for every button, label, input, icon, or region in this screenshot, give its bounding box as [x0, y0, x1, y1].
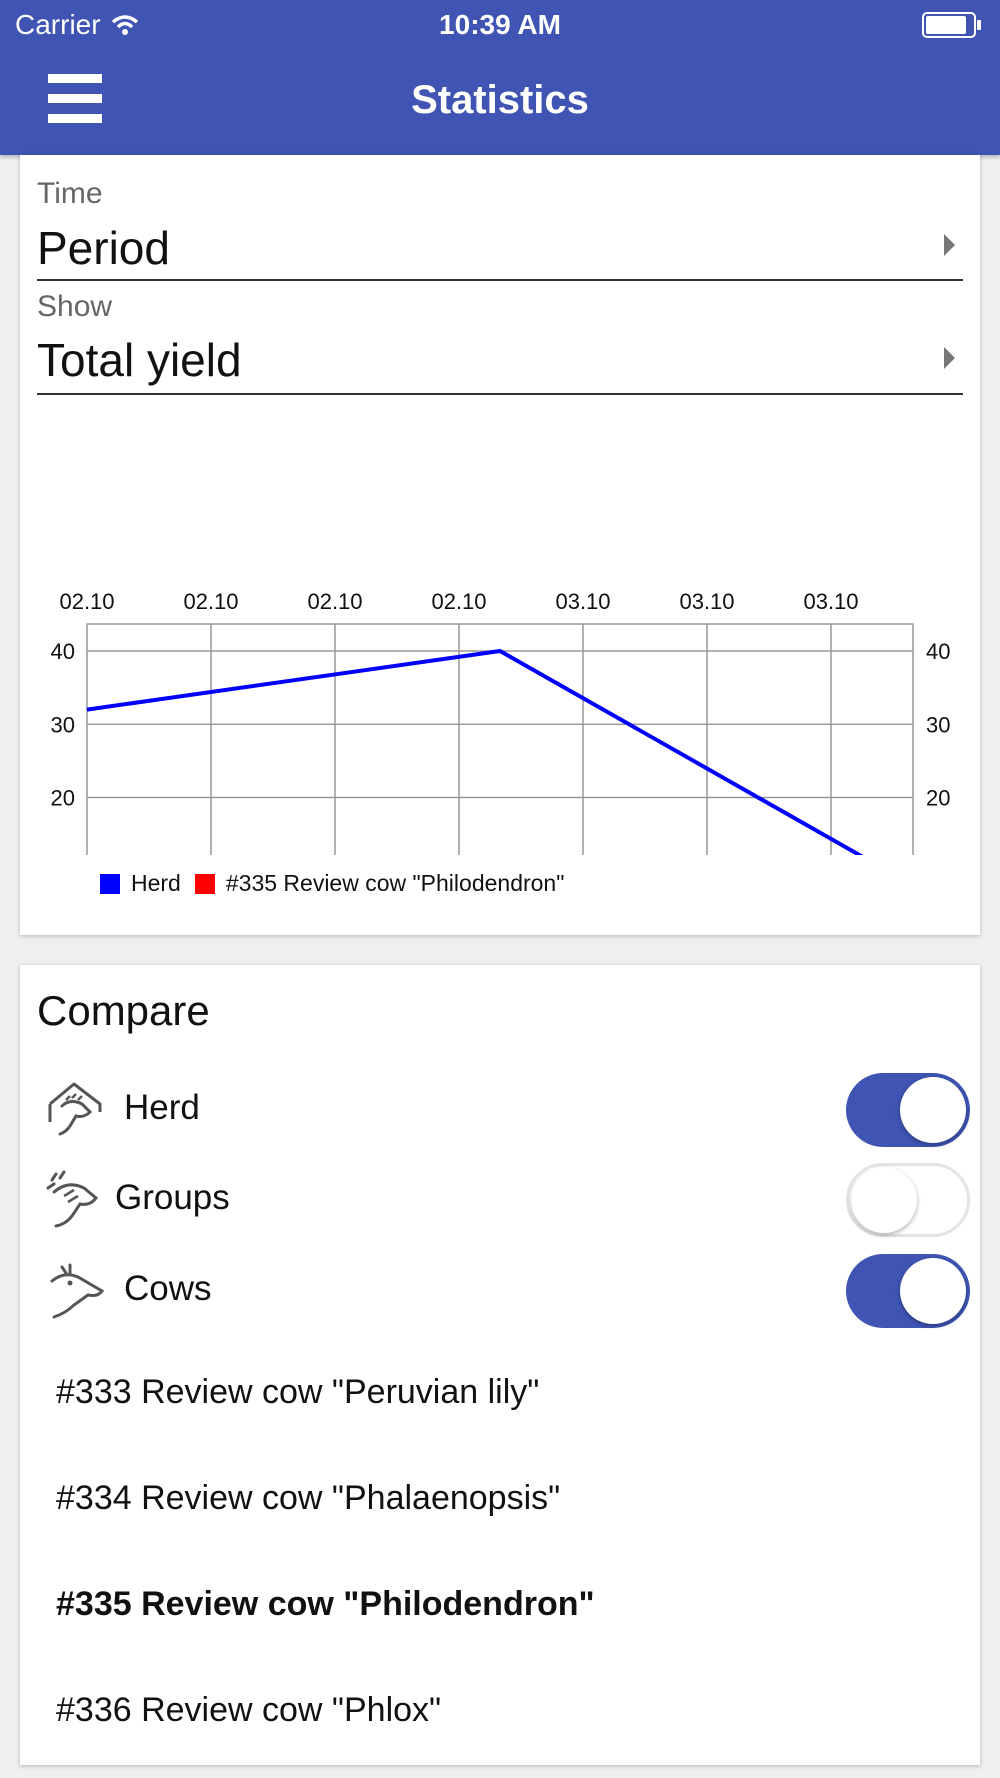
compare-row-label: Herd: [124, 1088, 200, 1127]
cows-toggle[interactable]: [846, 1254, 970, 1328]
plot-frame: [86, 623, 914, 855]
x-tick-label-top: 02.10: [431, 589, 486, 614]
groups-icon: [46, 1170, 99, 1228]
compare-row-label: Groups: [115, 1178, 230, 1217]
y-tick-label-right: 20: [926, 786, 950, 811]
statistics-card: Time Period Show Total yield 02.10 02.10 0…: [20, 155, 980, 935]
compare-title: Compare: [37, 987, 210, 1034]
yield-line-chart: 02.1002.1002.1002.1002.1002.1002.1002.10…: [51, 589, 950, 855]
legend-swatch: [194, 873, 215, 894]
legend-swatch: [100, 873, 120, 894]
x-tick-label-top: 02.10: [59, 589, 114, 614]
carrier-info: Carrier: [15, 9, 139, 41]
legend-item: #335 Review cow "Philodendron": [194, 870, 565, 897]
cow-list-item[interactable]: #334 Review cow "Phalaenopsis": [56, 1479, 561, 1517]
x-tick-label-top: 03.10: [679, 589, 734, 614]
show-picker-value: Total yield: [37, 334, 242, 386]
battery-icon: [922, 12, 981, 38]
show-picker[interactable]: Show Total yield: [37, 280, 963, 395]
legend-item: Herd: [100, 870, 181, 897]
compare-row-label: Cows: [124, 1269, 212, 1308]
status-time: 10:39 AM: [439, 9, 561, 40]
compare-row-cows: Cows: [20, 1251, 980, 1331]
cow-list-item-selected[interactable]: #335 Review cow "Philodendron": [56, 1585, 595, 1623]
chart-legend: Herd #335 Review cow "Philodendron": [100, 870, 578, 897]
series-line-0: [86, 648, 864, 855]
y-tick-label-right: 40: [926, 639, 950, 664]
x-tick-label-top: 02.10: [183, 589, 238, 614]
legend-label: Herd: [131, 870, 181, 896]
app-bar: Carrier 10:39 AM Statistics: [0, 0, 1000, 155]
x-tick-label-top: 02.10: [307, 589, 362, 614]
y-tick-label-right: 30: [926, 712, 950, 737]
page-title: Statistics: [411, 78, 589, 122]
compare-card: Compare Herd Groups Cows #333 Review cow…: [20, 965, 980, 1765]
groups-toggle[interactable]: [846, 1163, 970, 1237]
legend-label: #335 Review cow "Philodendron": [225, 870, 565, 896]
hamburger-menu-icon[interactable]: [48, 74, 102, 124]
chevron-right-icon: [944, 347, 955, 369]
time-picker-value: Period: [37, 222, 170, 274]
chevron-right-icon: [944, 234, 955, 256]
compare-row-groups: Groups: [20, 1160, 980, 1240]
carrier-label: Carrier: [15, 9, 101, 40]
x-tick-label-top: 03.10: [555, 589, 610, 614]
cow-list-item[interactable]: #333 Review cow "Peruvian lily": [56, 1373, 540, 1411]
time-picker-label: Time: [37, 177, 103, 210]
status-bar: Carrier 10:39 AM: [0, 0, 1000, 50]
herd-toggle[interactable]: [846, 1073, 970, 1147]
time-picker[interactable]: Time Period: [37, 155, 963, 281]
cow-icon: [50, 1263, 105, 1319]
y-tick-label-left: 30: [51, 712, 75, 737]
cow-list-item[interactable]: #336 Review cow "Phlox": [56, 1691, 442, 1729]
herd-icon: [48, 1082, 102, 1136]
wifi-icon: [111, 15, 138, 35]
compare-row-herd: Herd: [20, 1070, 980, 1150]
y-tick-label-left: 40: [51, 639, 75, 664]
x-tick-label-top: 03.10: [803, 589, 858, 614]
show-picker-label: Show: [37, 290, 113, 323]
y-tick-label-left: 20: [51, 786, 75, 811]
